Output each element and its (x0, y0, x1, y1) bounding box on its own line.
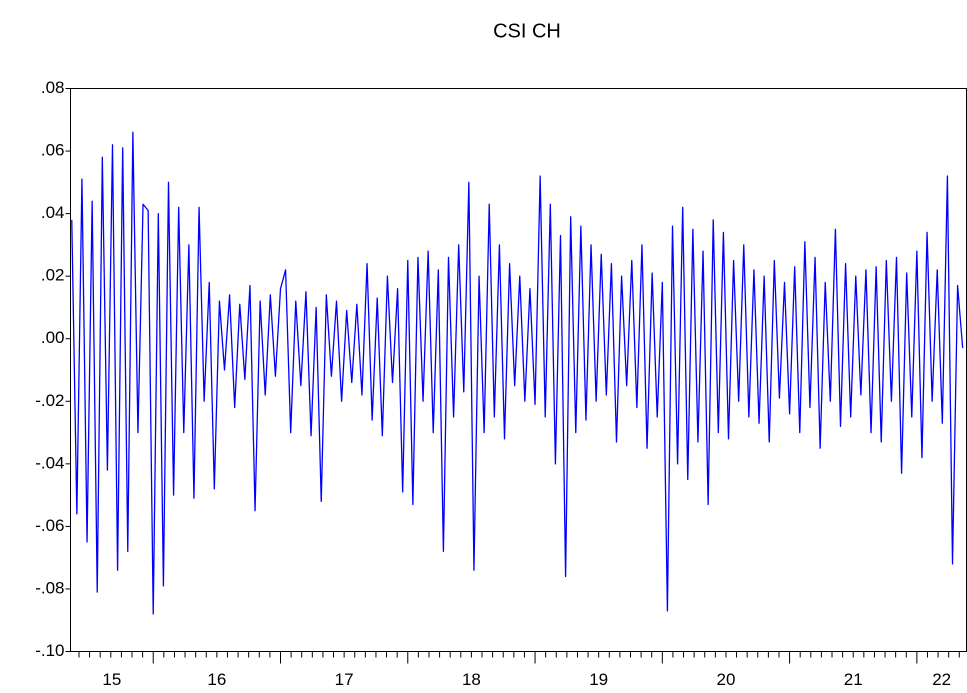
y-tick-label: -.08 (35, 578, 64, 597)
x-tick-label: 18 (462, 670, 481, 689)
x-tick-label: 22 (932, 670, 951, 689)
x-tick-label: 15 (102, 670, 121, 689)
y-tick-label: .02 (41, 266, 65, 285)
y-tick-label: .00 (41, 328, 65, 347)
series-line (71, 131, 964, 615)
x-tick-label: 16 (207, 670, 226, 689)
x-tick-label: 20 (716, 670, 735, 689)
x-tick-label: 21 (844, 670, 863, 689)
y-tick-label: .08 (41, 78, 65, 97)
x-tick-label: 17 (335, 670, 354, 689)
chart-title: CSI CH (493, 20, 561, 42)
y-tick-label: .04 (41, 203, 65, 222)
y-tick-label: -.04 (35, 453, 64, 472)
y-tick-label: -.06 (35, 516, 64, 535)
y-tick-label: .06 (41, 141, 65, 160)
x-tick-label: 19 (589, 670, 608, 689)
y-tick-label: -.02 (35, 391, 64, 410)
y-tick-label: -.10 (35, 641, 64, 660)
